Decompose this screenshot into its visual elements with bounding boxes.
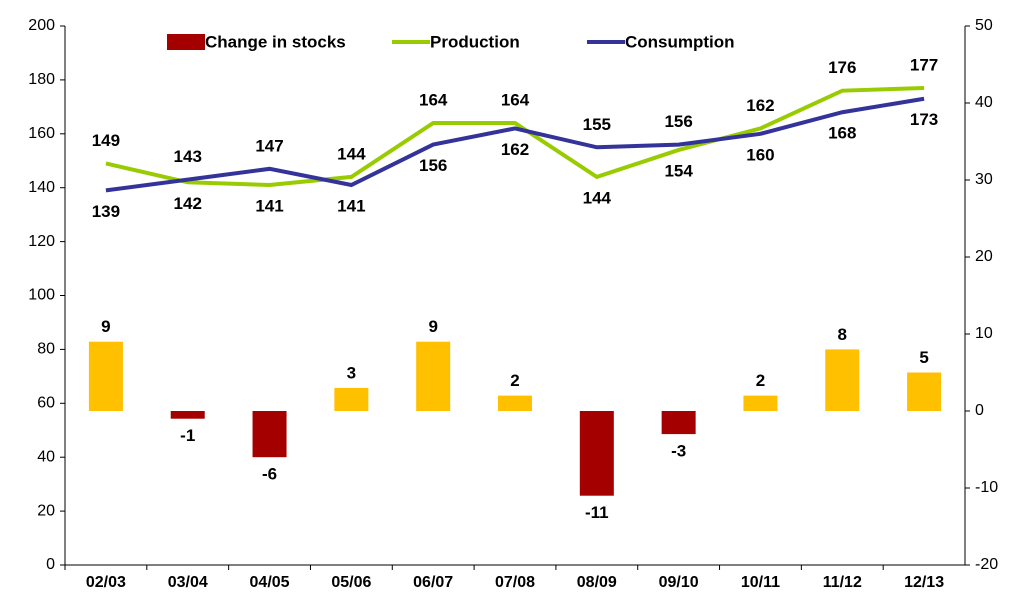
y-tick-label: 20	[37, 502, 55, 519]
y-tick-label: 120	[28, 233, 55, 250]
y-tick-label: 40	[37, 448, 55, 465]
line-label: 141	[337, 196, 365, 215]
y2-tick-label: 30	[975, 171, 993, 188]
x-tick-label: 02/03	[86, 574, 126, 591]
x-tick-label: 07/08	[495, 574, 535, 591]
x-tick-label: 09/10	[659, 574, 699, 591]
y-tick-label: 200	[28, 17, 55, 34]
y2-tick-label: 40	[975, 94, 993, 111]
line-label: 147	[255, 136, 283, 155]
bar-label: 3	[347, 363, 356, 382]
x-tick-label: 11/12	[823, 574, 862, 591]
y2-tick-label: 0	[975, 402, 984, 419]
y-tick-label: 100	[28, 287, 55, 304]
x-tick-label: 03/04	[168, 574, 208, 591]
y-tick-label: 80	[37, 341, 55, 358]
y-tick-label: 0	[46, 556, 55, 573]
line-label: 143	[174, 147, 202, 166]
y2-tick-label: -20	[975, 556, 998, 573]
line-label: 176	[828, 58, 856, 77]
bar	[416, 341, 451, 411]
legend-label: Change in stocks	[205, 32, 346, 51]
x-tick-label: 10/11	[741, 574, 780, 591]
line-label: 164	[419, 91, 448, 110]
y-tick-label: 160	[28, 125, 55, 142]
x-tick-label: 08/09	[577, 574, 617, 591]
x-tick-label: 05/06	[331, 574, 371, 591]
line-label: 144	[337, 144, 366, 163]
bar-label: 2	[756, 371, 765, 390]
legend-swatch	[167, 34, 205, 50]
legend-label: Consumption	[625, 32, 735, 51]
line-label: 162	[501, 140, 529, 159]
bar-label: 9	[428, 317, 437, 336]
line-label: 177	[910, 55, 938, 74]
line	[105, 85, 925, 188]
bar	[907, 372, 942, 411]
line-label: 162	[746, 96, 774, 115]
line-label: 142	[174, 194, 202, 213]
x-tick-label: 04/05	[250, 574, 290, 591]
bar	[825, 349, 860, 411]
x-tick-label: 06/07	[413, 574, 453, 591]
line-label: 141	[255, 196, 283, 215]
legend-label: Production	[430, 32, 520, 51]
bar-label: -6	[262, 465, 277, 484]
line-label: 156	[664, 112, 692, 131]
line-label: 156	[419, 156, 447, 175]
bar	[743, 395, 778, 411]
line-label: 144	[583, 188, 612, 207]
bar-label: 8	[838, 325, 847, 344]
y2-tick-label: 50	[975, 17, 993, 34]
y-tick-label: 60	[37, 395, 55, 412]
bar	[498, 395, 532, 411]
bar	[88, 341, 123, 411]
bar	[579, 411, 614, 496]
bar	[252, 411, 287, 458]
y2-tick-label: 10	[975, 325, 993, 342]
bar-label: -1	[180, 426, 195, 445]
line-label: 168	[828, 124, 856, 143]
bar-label: 5	[919, 348, 928, 367]
y-tick-label: 140	[28, 179, 55, 196]
line	[105, 96, 925, 193]
bar-label: -3	[671, 442, 686, 461]
y2-tick-label: 20	[975, 248, 993, 265]
x-tick-label: 12/13	[904, 574, 944, 591]
bar-label: 9	[101, 317, 110, 336]
line-label: 139	[92, 202, 120, 221]
line-label: 155	[583, 115, 611, 134]
bar	[170, 411, 205, 419]
line-label: 164	[501, 91, 530, 110]
bar	[334, 387, 369, 411]
bar	[661, 411, 696, 435]
line-label: 173	[910, 110, 938, 129]
y-tick-label: 180	[28, 71, 55, 88]
line-label: 154	[664, 161, 693, 180]
line-label: 149	[92, 131, 120, 150]
bar-label: 2	[510, 371, 519, 390]
bar-label: -11	[585, 503, 609, 522]
line-label: 160	[746, 145, 774, 164]
y2-tick-label: -10	[975, 479, 998, 496]
